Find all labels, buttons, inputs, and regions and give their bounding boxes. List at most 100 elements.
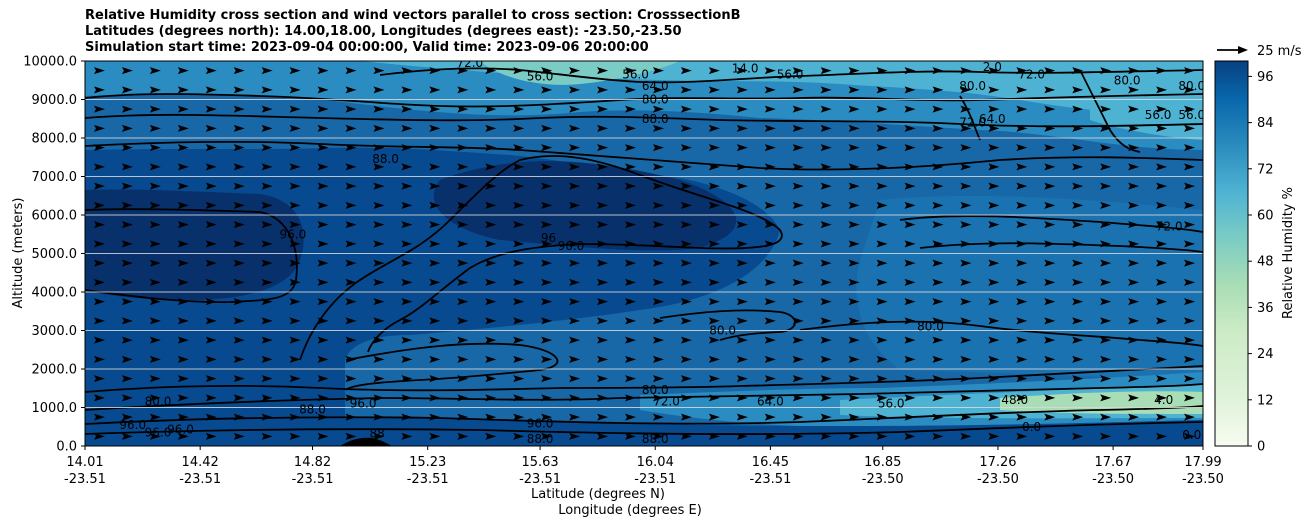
wind-vector xyxy=(820,67,832,75)
wind-vector xyxy=(569,124,581,132)
wind-vector xyxy=(121,144,133,152)
wind-vector xyxy=(289,317,301,325)
wind-vector xyxy=(1184,394,1196,402)
contour-label: 88 xyxy=(370,426,385,440)
wind-vector xyxy=(1156,394,1168,402)
wind-vector xyxy=(401,144,413,152)
wind-vector xyxy=(1044,298,1056,306)
wind-vector xyxy=(457,201,469,209)
wind-vector xyxy=(345,240,357,248)
wind-vector xyxy=(904,163,916,171)
wind-vector xyxy=(736,259,748,267)
wind-vector xyxy=(1016,201,1028,209)
wind-vector xyxy=(876,201,888,209)
wind-vector xyxy=(848,278,860,286)
wind-vector xyxy=(205,317,217,325)
wind-vector xyxy=(429,163,441,171)
wind-vector xyxy=(233,278,245,286)
wind-vector xyxy=(1184,105,1196,113)
wind-vector xyxy=(485,298,497,306)
wind-vector xyxy=(680,336,692,344)
wind-vector xyxy=(345,163,357,171)
wind-vector xyxy=(401,105,413,113)
wind-vector xyxy=(708,182,720,190)
wind-vector xyxy=(1016,182,1028,190)
wind-vector xyxy=(652,259,664,267)
wind-vector xyxy=(401,336,413,344)
y-tick-label: 4000.0 xyxy=(32,286,78,301)
colorbar-tick-label: 60 xyxy=(1257,209,1274,224)
wind-vector xyxy=(93,355,105,363)
wind-vector xyxy=(401,394,413,402)
wind-vector xyxy=(764,278,776,286)
wind-vector xyxy=(1044,201,1056,209)
wind-vector xyxy=(848,432,860,440)
wind-vector xyxy=(1016,413,1028,421)
wind-vector xyxy=(764,105,776,113)
wind-vector xyxy=(736,201,748,209)
wind-vector xyxy=(876,163,888,171)
wind-vector xyxy=(904,298,916,306)
wind-vector xyxy=(513,317,525,325)
wind-vector xyxy=(401,298,413,306)
wind-vector xyxy=(625,163,637,171)
wind-vector xyxy=(205,278,217,286)
wind-vector xyxy=(960,413,972,421)
wind-vector xyxy=(1156,201,1168,209)
chart-title-line-1: Relative Humidity cross section and wind… xyxy=(85,8,741,23)
x-tick-label-lon: -23.50 xyxy=(1182,472,1224,487)
wind-vector xyxy=(652,182,664,190)
wind-vector xyxy=(345,278,357,286)
wind-vector xyxy=(1016,221,1028,229)
wind-vector xyxy=(736,221,748,229)
wind-vector xyxy=(261,413,273,421)
wind-vector xyxy=(513,298,525,306)
contour-label: 80.0 xyxy=(1114,73,1141,87)
wind-vector xyxy=(1016,86,1028,94)
wind-vector xyxy=(261,124,273,132)
wind-vector xyxy=(597,240,609,248)
wind-vector xyxy=(149,144,161,152)
wind-vector xyxy=(261,375,273,383)
wind-vector xyxy=(401,221,413,229)
wind-vector xyxy=(960,124,972,132)
wind-vector xyxy=(960,259,972,267)
colorbar-frame xyxy=(1214,60,1249,447)
wind-vector xyxy=(764,144,776,152)
wind-vector xyxy=(820,317,832,325)
wind-vector xyxy=(708,240,720,248)
wind-vector xyxy=(764,317,776,325)
wind-vector xyxy=(904,375,916,383)
x-tick-label-lat: 17.26 xyxy=(979,455,1016,470)
wind-vector xyxy=(820,298,832,306)
wind-vector xyxy=(429,240,441,248)
wind-vector xyxy=(429,124,441,132)
wind-vector xyxy=(205,413,217,421)
wind-vector xyxy=(904,182,916,190)
wind-vector xyxy=(289,86,301,94)
wind-vector xyxy=(1100,317,1112,325)
wind-vector xyxy=(205,221,217,229)
wind-vector xyxy=(597,105,609,113)
wind-vector xyxy=(1044,432,1056,440)
wind-vector xyxy=(457,124,469,132)
wind-vector xyxy=(317,432,329,440)
wind-vector xyxy=(625,67,637,75)
wind-vector xyxy=(988,432,1000,440)
wind-vector xyxy=(177,182,189,190)
wind-vector xyxy=(401,355,413,363)
wind-vector xyxy=(597,163,609,171)
wind-vector xyxy=(121,336,133,344)
wind-vector xyxy=(233,240,245,248)
wind-vector xyxy=(373,201,385,209)
wind-vector xyxy=(513,355,525,363)
x-tick-label-lon: -23.50 xyxy=(862,472,904,487)
wind-vector xyxy=(820,413,832,421)
wind-vector xyxy=(373,298,385,306)
wind-vector xyxy=(457,298,469,306)
wind-vector xyxy=(597,259,609,267)
wind-vector xyxy=(1016,240,1028,248)
wind-vector xyxy=(820,259,832,267)
wind-vector xyxy=(121,182,133,190)
wind-vector xyxy=(680,67,692,75)
